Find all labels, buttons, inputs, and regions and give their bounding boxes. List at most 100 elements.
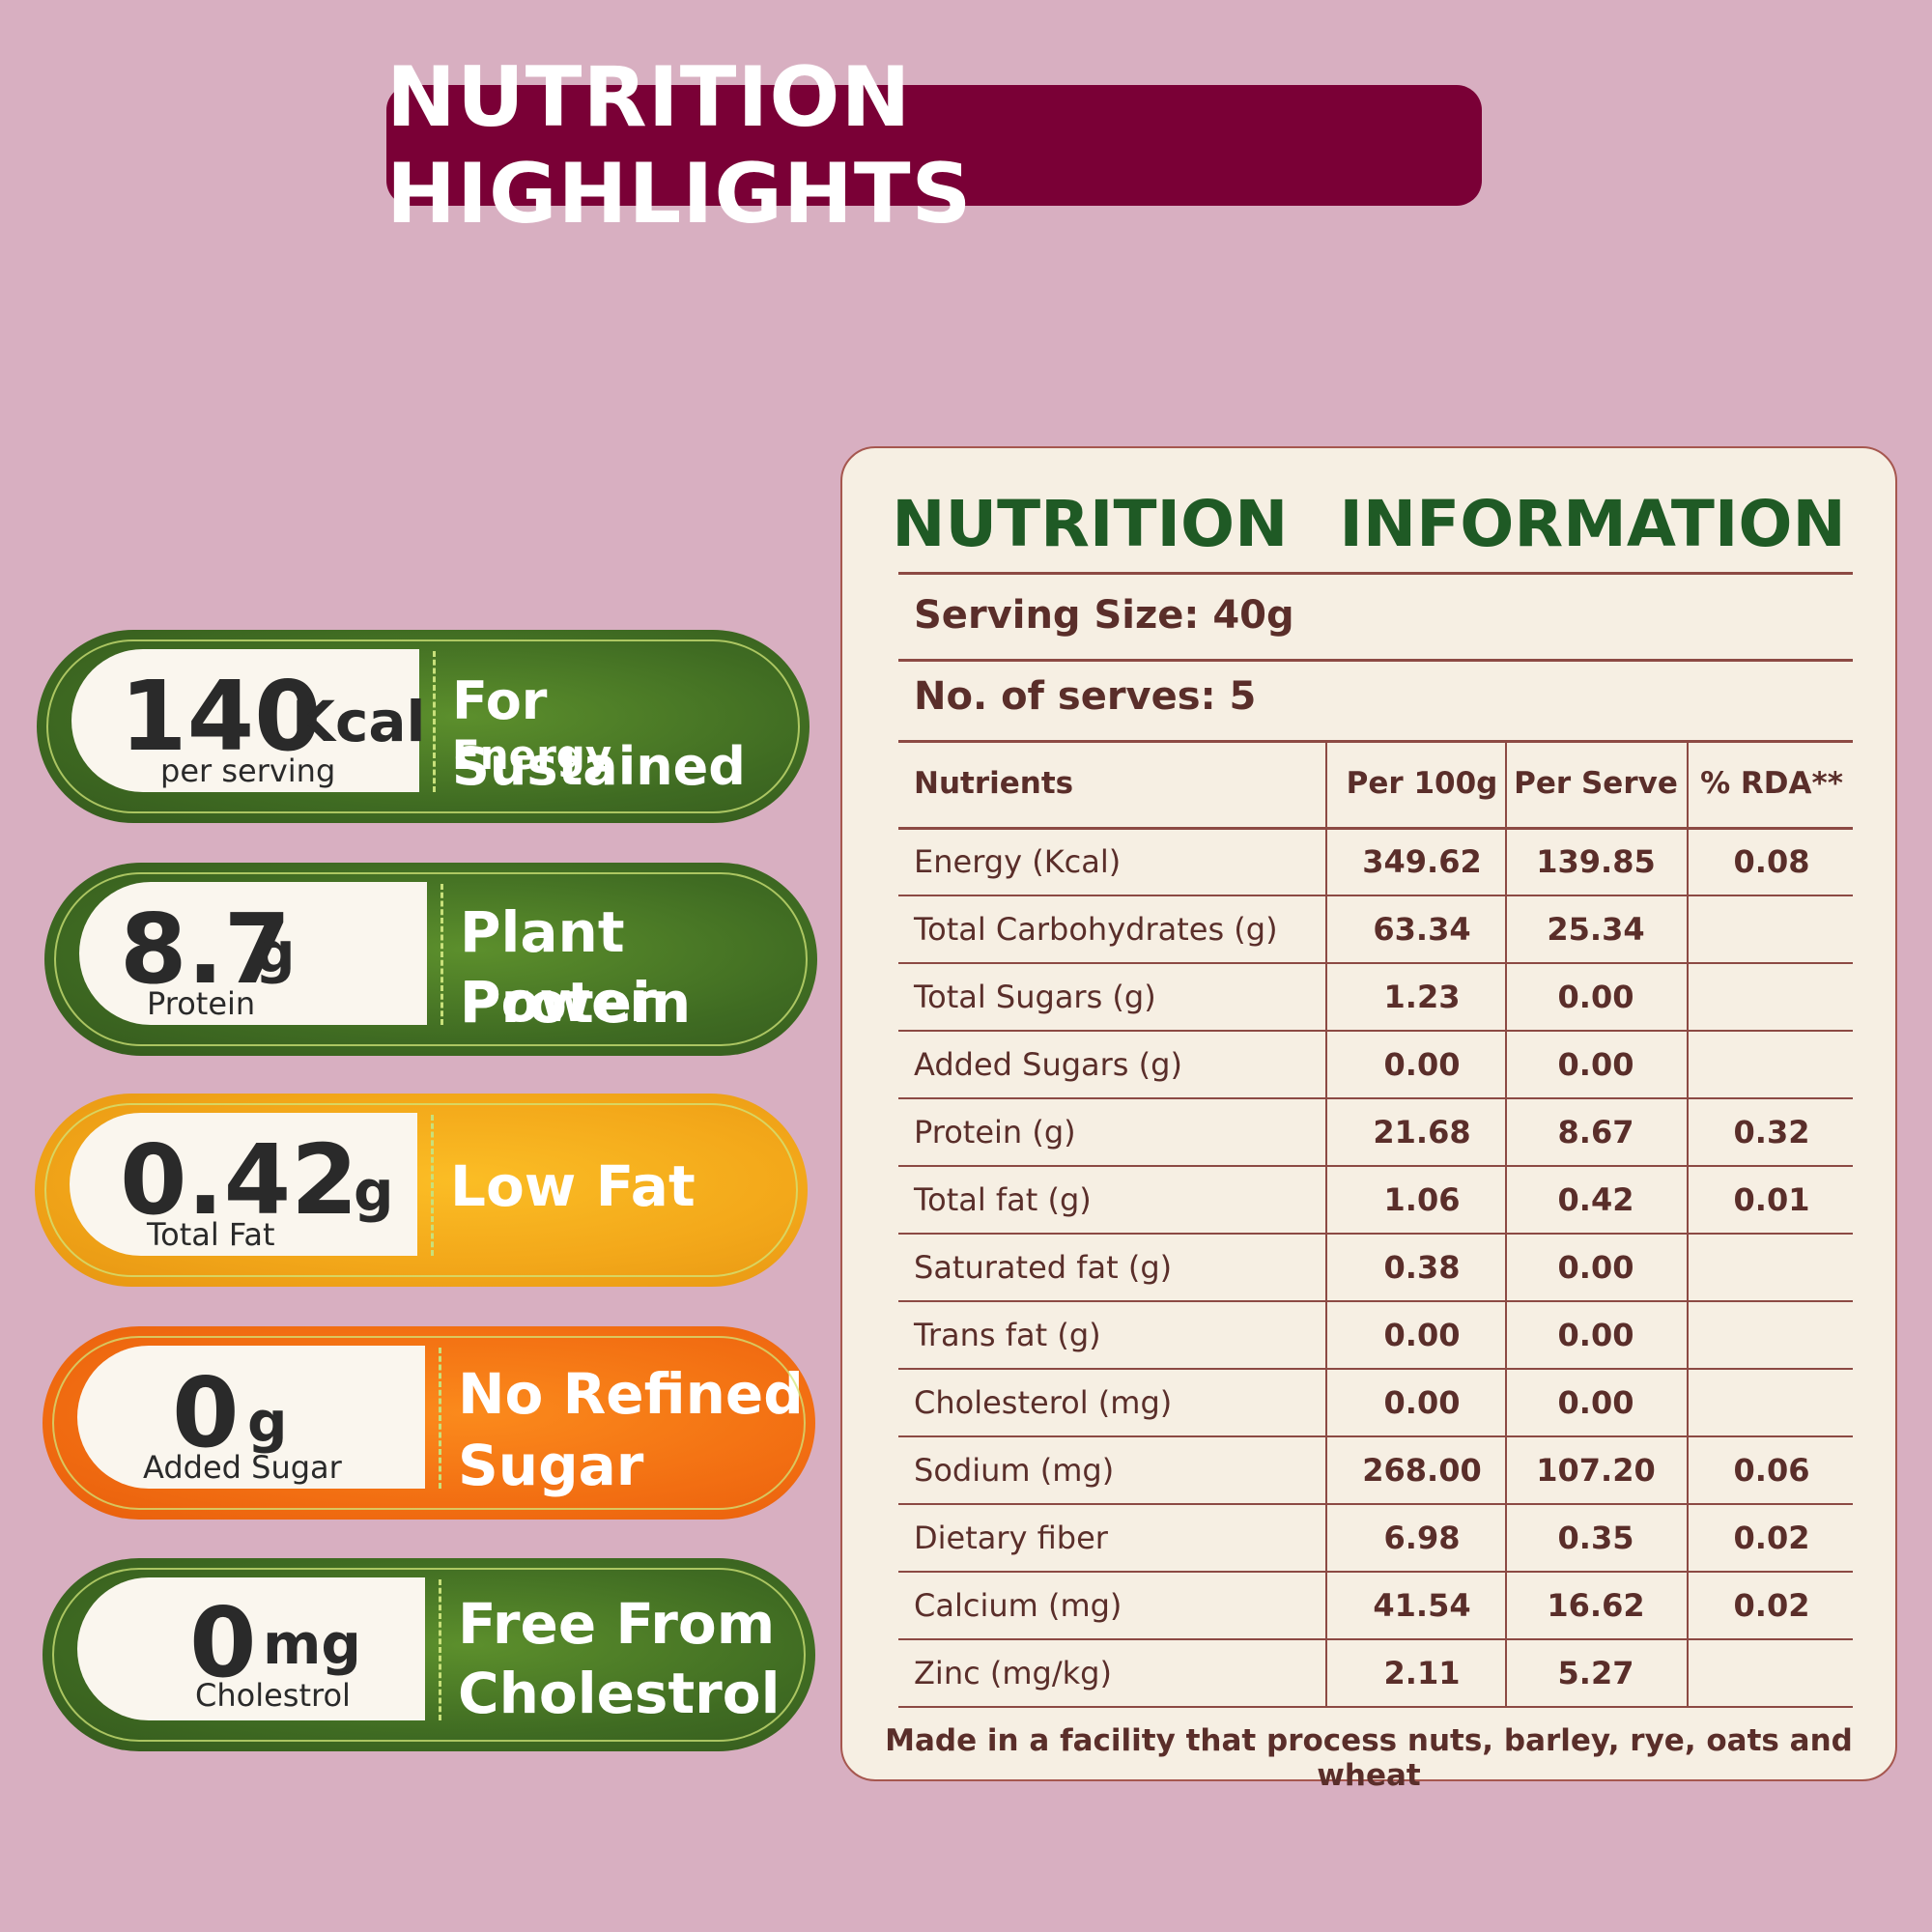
nutrient-value: 0.00 (1557, 1317, 1634, 1353)
highlight-value-box (79, 882, 427, 1025)
row-divider (898, 1300, 1853, 1302)
nutrient-value: 0.35 (1557, 1520, 1634, 1556)
row-divider (898, 1435, 1853, 1437)
nutrient-name: Protein (g) (914, 1114, 1076, 1151)
nutrient-name: Calcium (mg) (914, 1587, 1122, 1624)
nutrient-value: 268.00 (1362, 1452, 1482, 1489)
column-divider (1325, 740, 1327, 1706)
highlight-value-box (71, 649, 419, 792)
row-divider (898, 1030, 1853, 1032)
highlight-tag-line2: Energy (452, 731, 612, 779)
nutrient-value: 0.02 (1733, 1520, 1810, 1556)
highlight-unit: g (247, 1389, 288, 1455)
highlight-tag-line2: Power (460, 969, 657, 1035)
highlight-tag-line2: Cholestrol (458, 1661, 781, 1726)
nutrient-value: 1.06 (1383, 1181, 1461, 1218)
column-header: Per Serve (1514, 766, 1678, 801)
nutrient-value: 21.68 (1373, 1114, 1471, 1151)
title-banner: NUTRITION HIGHLIGHTS (386, 49, 1482, 242)
row-divider (898, 1165, 1853, 1167)
highlight-sub: Cholestrol (195, 1677, 351, 1714)
highlight-sub: Protein (147, 985, 256, 1022)
nutrient-name: Dietary fiber (914, 1520, 1108, 1556)
page-title: NUTRITION HIGHLIGHTS (386, 48, 973, 242)
nutrient-value: 0.00 (1557, 1046, 1634, 1083)
highlight-value-box (77, 1346, 425, 1489)
highlight-tag-line1: For Sustained (452, 670, 746, 797)
row-divider (898, 1368, 1853, 1370)
row-divider (898, 1503, 1853, 1505)
card-title: NUTRITION INFORMATION (892, 487, 1846, 561)
row-divider (898, 1097, 1853, 1099)
row-divider (898, 1233, 1853, 1235)
nutrient-value: 16.62 (1547, 1587, 1645, 1624)
highlight-energy: 140 Kcal per serving For Sustained Energ… (37, 630, 810, 823)
nutrient-name: Cholesterol (mg) (914, 1384, 1173, 1421)
column-header: Nutrients (914, 766, 1074, 801)
highlight-unit: g (255, 920, 296, 985)
divider (898, 827, 1853, 830)
divider (898, 572, 1853, 575)
nutrient-name: Total fat (g) (914, 1181, 1092, 1218)
highlight-protein: 8.7 g Protein Plant Protein Power (44, 863, 817, 1056)
nutrient-name: Energy (Kcal) (914, 843, 1122, 880)
nutrient-value: 0.01 (1733, 1181, 1810, 1218)
nutrient-name: Saturated fat (g) (914, 1249, 1173, 1286)
highlight-value: 0 (189, 1586, 257, 1699)
nutrient-value: 0.00 (1557, 979, 1634, 1015)
nutrition-info-card: NUTRITION INFORMATION Serving Size: 40g … (840, 446, 1897, 1793)
nutrient-value: 0.42 (1557, 1181, 1634, 1218)
highlight-unit: Kcal (292, 689, 426, 754)
divider (439, 1579, 441, 1720)
nutrient-value: 41.54 (1373, 1587, 1471, 1624)
highlight-unit: mg (263, 1611, 361, 1677)
nutrient-value: 0.00 (1557, 1249, 1634, 1286)
nutrient-value: 139.85 (1536, 843, 1656, 880)
nutrient-value: 2.11 (1383, 1655, 1461, 1691)
nutrient-value: 8.67 (1557, 1114, 1634, 1151)
column-divider (1505, 740, 1507, 1706)
nutrient-value: 5.27 (1557, 1655, 1634, 1691)
nutrient-value: 107.20 (1536, 1452, 1656, 1489)
nutrient-name: Total Sugars (g) (914, 979, 1156, 1015)
highlight-value-box (70, 1113, 417, 1256)
nutrient-name: Added Sugars (g) (914, 1046, 1182, 1083)
nutrient-value: 0.00 (1383, 1317, 1461, 1353)
nutrient-value: 0.00 (1557, 1384, 1634, 1421)
nutrient-value: 1.23 (1383, 979, 1461, 1015)
highlight-sub: Added Sugar (143, 1449, 342, 1486)
divider (439, 1348, 441, 1489)
nutrient-value: 349.62 (1362, 843, 1482, 880)
highlight-fat: 0.42 g Total Fat Low Fat (35, 1094, 808, 1287)
highlight-tag-line2: Sugar (458, 1433, 644, 1498)
nutrient-value: 0.06 (1733, 1452, 1810, 1489)
nutrient-name: Zinc (mg/kg) (914, 1655, 1112, 1691)
nutrient-value: 0.32 (1733, 1114, 1810, 1151)
row-divider (898, 962, 1853, 964)
nutrient-value: 0.38 (1383, 1249, 1461, 1286)
highlight-tag-line1: No Refined (458, 1361, 804, 1427)
nutrient-value: 0.00 (1383, 1046, 1461, 1083)
highlight-value: 8.7 (120, 893, 292, 1006)
nutrient-value: 0.08 (1733, 843, 1810, 880)
divider (898, 740, 1853, 743)
highlight-tag-line1: Free From (458, 1591, 776, 1657)
highlight-value-box (77, 1577, 425, 1720)
column-divider (1687, 740, 1689, 1706)
highlight-value: 0 (172, 1356, 240, 1469)
serves-count: No. of serves: 5 (914, 674, 1257, 719)
column-header: Per 100g (1346, 766, 1498, 801)
divider (440, 884, 443, 1025)
nutrient-name: Trans fat (g) (914, 1317, 1101, 1353)
row-divider (898, 895, 1853, 896)
nutrient-value: 25.34 (1547, 911, 1645, 948)
highlight-sub: per serving (160, 753, 336, 789)
row-divider (898, 1706, 1853, 1708)
nutrient-value: 6.98 (1383, 1520, 1461, 1556)
highlight-tag-line1: Plant Protein (460, 899, 692, 1036)
highlight-cholesterol: 0 mg Cholestrol Free From Cholestrol (43, 1558, 815, 1751)
footnote: Made in a facility that process nuts, ba… (885, 1723, 1853, 1793)
row-divider (898, 1638, 1853, 1640)
highlight-value: 0.42 (120, 1123, 358, 1236)
row-divider (898, 1571, 1853, 1573)
